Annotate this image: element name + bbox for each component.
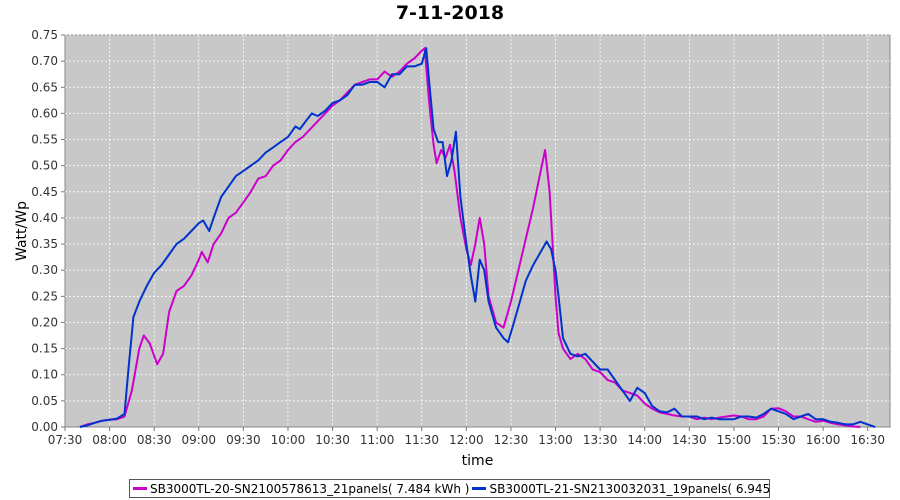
x-tick-label: 07:30	[48, 433, 83, 447]
x-tick-label: 16:30	[850, 433, 885, 447]
y-tick-label: 0.25	[31, 289, 58, 303]
legend-item-series-1: SB3000TL-20-SN2100578613_21panels( 7.484…	[133, 482, 469, 496]
series-lines	[79, 47, 876, 428]
y-tick-label: 0.05	[31, 394, 58, 408]
x-tick-label: 15:00	[717, 433, 752, 447]
x-tick-label: 12:00	[449, 433, 484, 447]
y-tick-label: 0.30	[31, 263, 58, 277]
legend-swatch-series-2	[472, 487, 487, 490]
x-tick-label: 15:30	[761, 433, 796, 447]
x-tick-label: 14:30	[672, 433, 707, 447]
x-tick-label: 11:00	[360, 433, 395, 447]
chart-title: 7-11-2018	[395, 2, 505, 24]
x-tick-label: 09:00	[181, 433, 216, 447]
y-tick-label: 0.60	[31, 106, 58, 120]
x-tick-label: 13:00	[538, 433, 573, 447]
y-tick-label: 0.15	[31, 342, 58, 356]
y-tick-label: 0.50	[31, 159, 58, 173]
y-tick-label: 0.40	[31, 211, 58, 225]
x-tick-label: 08:00	[92, 433, 127, 447]
y-tick-label: 0.45	[31, 185, 58, 199]
x-tick-label: 09:30	[226, 433, 261, 447]
x-tick-label: 08:30	[137, 433, 172, 447]
x-tick-label: 14:00	[627, 433, 662, 447]
legend-label-series-1: SB3000TL-20-SN2100578613_21panels( 7.484…	[150, 481, 470, 496]
series-line-2	[79, 47, 876, 428]
y-tick-label: 0.70	[31, 54, 58, 68]
legend-swatch-series-1	[133, 487, 147, 490]
chart-canvas: 0.00 0.05 0.10 0.15 0.20 0.25 0.30 0.35 0.40 0.45…	[14, 28, 891, 469]
x-tick-label: 12:30	[494, 433, 529, 447]
y-tick-label: 0.20	[31, 315, 58, 329]
x-tick-label: 16:00	[806, 433, 841, 447]
x-tick-label: 11:30	[404, 433, 439, 447]
y-tick-label: 0.00	[31, 420, 58, 434]
x-tick-label: 10:30	[315, 433, 350, 447]
y-axis-label: Watt/Wp	[14, 201, 30, 261]
y-tick-label: 0.10	[31, 368, 58, 382]
x-tick-label: 10:00	[271, 433, 306, 447]
y-tick-label: 0.75	[31, 28, 58, 42]
legend: SB3000TL-20-SN2100578613_21panels( 7.484…	[129, 479, 770, 498]
y-tick-label: 0.35	[31, 237, 58, 251]
y-tick-label: 0.65	[31, 80, 58, 94]
legend-label-series-2: SB3000TL-21-SN2130032031_19panels( 6.945…	[489, 481, 770, 496]
x-tick-label: 13:30	[583, 433, 618, 447]
y-tick-label: 0.55	[31, 133, 58, 147]
x-axis-label: time	[462, 453, 494, 469]
axis-ticks: 0.00 0.05 0.10 0.15 0.20 0.25 0.30 0.35 0.40 0.45…	[31, 28, 885, 447]
legend-item-series-2: SB3000TL-21-SN2130032031_19panels( 6.945…	[472, 481, 770, 496]
grid-lines	[65, 34, 890, 427]
